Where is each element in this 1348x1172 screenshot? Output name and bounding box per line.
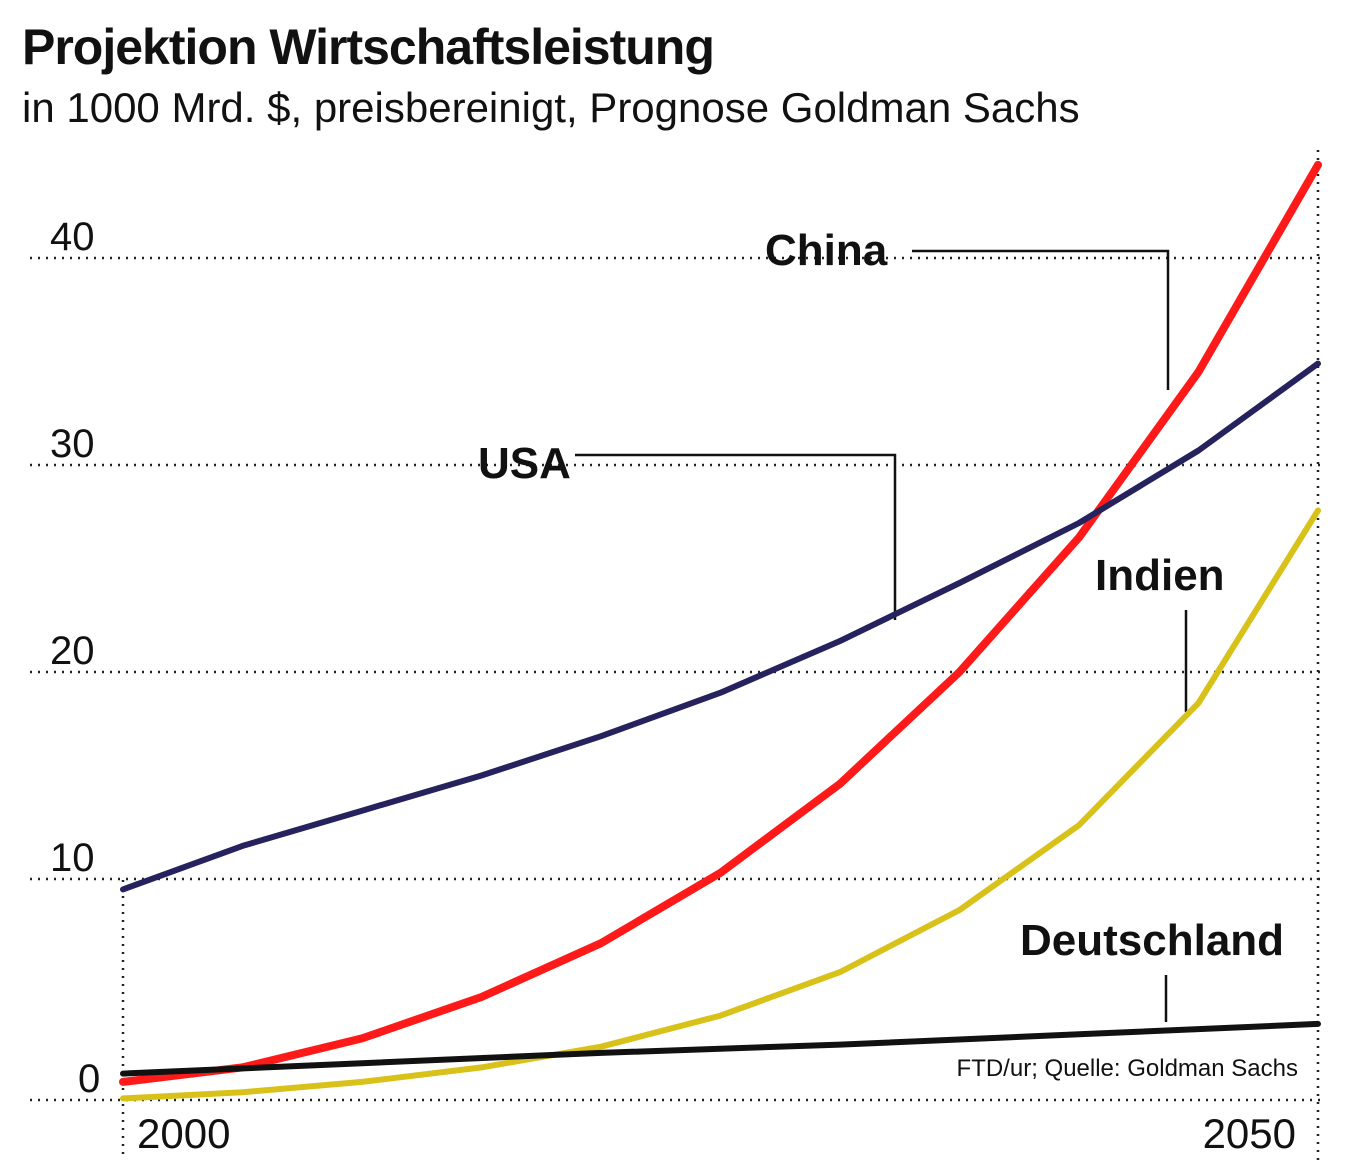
series-line-usa bbox=[120, 360, 1321, 893]
series-line-china bbox=[119, 160, 1322, 1086]
axis-ticks: 0 10 20 30 40 2000 2050 bbox=[50, 215, 1296, 1157]
source-note: FTD/ur; Quelle: Goldman Sachs bbox=[957, 1055, 1298, 1082]
callout-line-china bbox=[912, 249, 1170, 390]
series-label-indien: Indien bbox=[1095, 551, 1225, 600]
y-tick-0: 0 bbox=[78, 1057, 100, 1101]
grid bbox=[30, 150, 1322, 1160]
y-tick-40: 40 bbox=[50, 215, 95, 259]
x-tick-2000: 2000 bbox=[137, 1110, 230, 1157]
chart-subtitle: in 1000 Mrd. $, preisbereinigt, Prognose… bbox=[22, 84, 1080, 131]
x-tick-2050: 2050 bbox=[1203, 1110, 1296, 1157]
series-label-usa: USA bbox=[478, 439, 571, 488]
label-callouts bbox=[575, 249, 1188, 1022]
grid-gap-2 bbox=[435, 452, 920, 462]
series-lines bbox=[119, 160, 1322, 1102]
series-line-indien bbox=[120, 507, 1321, 1102]
y-tick-10: 10 bbox=[50, 836, 95, 880]
series-line-deutschland bbox=[120, 1020, 1321, 1077]
y-tick-30: 30 bbox=[50, 422, 95, 466]
y-tick-20: 20 bbox=[50, 629, 95, 673]
callout-line-usa bbox=[575, 453, 897, 620]
grid-gap-0 bbox=[730, 245, 900, 255]
chart-title: Projektion Wirtschaftsleistung bbox=[22, 19, 715, 75]
series-labels: China USA Indien Deutschland bbox=[478, 226, 1284, 965]
series-label-china: China bbox=[765, 226, 888, 275]
series-label-deutschland: Deutschland bbox=[1020, 916, 1284, 965]
